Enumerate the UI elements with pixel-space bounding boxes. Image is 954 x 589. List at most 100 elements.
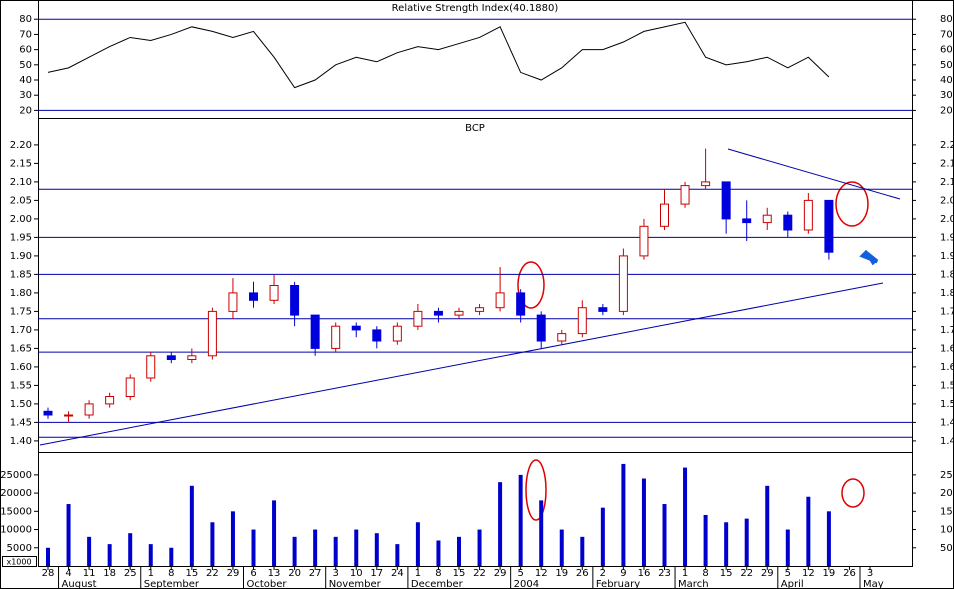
volume-bar [806,496,811,566]
y-tick-label: 2.15 [940,158,954,169]
y-tick-label: 1.85 [10,269,32,280]
candle-body [803,199,813,231]
y-tick-label: 1.95 [10,232,32,243]
candle-body [207,310,217,357]
candle-body [516,292,526,316]
month-label: September [144,579,200,589]
candle-body [783,214,793,231]
candle-body [166,355,176,360]
annotation-circle [517,261,545,309]
y-tick-label: 20 [940,105,953,116]
candle-body [577,307,587,335]
y-tick-label: 40 [940,75,953,86]
y-tick-label: 1.85 [940,269,954,280]
volume-bar [292,536,297,566]
y-tick-label: 1.80 [10,288,32,299]
y-tick-label: 70 [19,29,32,40]
month-label: August [62,579,97,589]
x-tick-label: 1 [682,568,688,579]
x-tick-label: 22 [206,568,219,579]
volume-bar [148,544,153,566]
candle-body [290,285,300,316]
x-tick-label: 19 [823,568,836,579]
y-tick-label: 20000 [0,488,32,499]
x-tick-label: 15 [720,568,733,579]
volume-bar [559,529,564,566]
candle-body [372,329,382,342]
y-tick-label: 2.00 [10,214,32,225]
month-label: May [863,579,884,589]
y-tick-label: 2.20 [10,140,32,151]
y-tick-label: 1.65 [940,343,954,354]
volume-bar [46,547,50,566]
volume-bar [724,522,729,566]
candle-body [43,410,53,416]
x-tick-label: 12 [535,568,548,579]
candle-body [331,325,341,349]
y-tick-label: 1.40 [10,436,32,447]
candle-body [84,403,94,416]
y-tick-label: 50 [940,60,953,71]
volume-bar [128,533,133,566]
volume-bar [107,544,112,566]
x-tick-label: 9 [620,568,626,579]
rsi-line [47,21,830,89]
y-tick-label: 80 [19,14,32,25]
volume-bar [436,540,441,566]
volume-bar [66,504,71,566]
candle-body [125,377,135,397]
x-tick-label: 26 [576,568,589,579]
x-tick-label: 3 [867,568,873,579]
annotation-circle [525,459,547,521]
candle-body [413,310,423,327]
x-tick-label: 2 [600,568,606,579]
volume-bar [785,529,790,566]
x-tick-label: 5 [785,568,791,579]
y-tick-label: 1.60 [10,362,32,373]
x-tick-label: 29 [761,568,774,579]
volume-bar [498,482,503,566]
volume-bar [354,529,359,566]
y-tick-label: 1.55 [10,380,32,391]
x-tick-label: 23 [658,568,671,579]
y-tick-label: 1.50 [940,399,954,410]
x-tick-label: 5 [517,568,523,579]
x-tick-label: 24 [391,568,404,579]
y-tick-label: 2.20 [940,140,954,151]
y-tick-label: 20 [19,105,32,116]
candle-body [269,285,279,301]
y-tick-label: 1.95 [940,232,954,243]
annotation-circle [835,181,869,227]
annotation-circle [841,478,865,508]
y-tick-label: 50 [19,60,32,71]
y-tick-label: 2.00 [940,214,954,225]
x-tick-label: 22 [740,568,753,579]
y-tick-label: 10000 [940,525,954,536]
volume-bar [415,522,420,566]
volume-bar [251,529,256,566]
y-tick-label: 1.90 [940,251,954,262]
volume-bar [457,536,461,566]
volume-bar [539,500,544,566]
y-tick-label: 15000 [940,506,954,517]
candle-body [824,199,834,253]
volume-bar [662,504,667,566]
candle-body [392,325,402,342]
month-label: 2004 [514,579,539,589]
x-tick-label: 11 [83,568,96,579]
y-tick-label: 2.05 [10,195,32,206]
candle-body [701,181,711,187]
y-tick-label: 5000 [940,543,954,554]
x-tick-label: 16 [638,568,651,579]
volume-bar [169,547,174,566]
candle-body [475,307,485,312]
y-tick-label: 1.70 [10,325,32,336]
y-tick-label: 15000 [0,506,32,517]
candle-body [762,214,772,224]
y-tick-label: 1.45 [940,417,954,428]
x-tick-label: 22 [473,568,486,579]
volume-bar [621,463,626,566]
x-tick-label: 17 [370,568,383,579]
volume-bar [272,500,277,566]
